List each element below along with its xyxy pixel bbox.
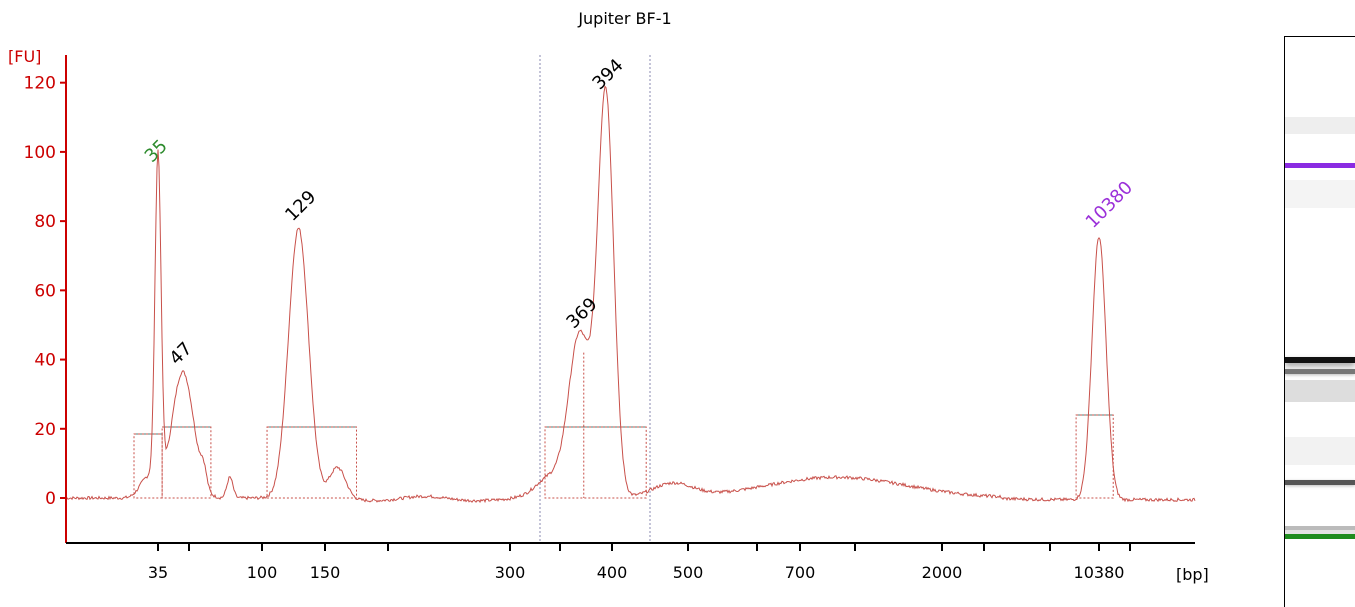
x-axis-label: [bp]: [1176, 565, 1209, 584]
peak-region-box: [161, 426, 212, 499]
peak-47-band: [1285, 526, 1355, 531]
region-lines: [539, 55, 651, 543]
chart-title: Jupiter BF-1: [577, 9, 671, 28]
y-axis-label: [FU]: [8, 47, 41, 66]
gel-lane: [1284, 36, 1355, 607]
signal-trace: [65, 85, 1196, 504]
peak-labels: 35 47 129 369 394 10380: [141, 55, 1137, 369]
peak-label-394: 394: [588, 55, 627, 94]
peak-label-129: 129: [281, 186, 320, 225]
gel-background-shade: [1285, 436, 1355, 466]
y-tick-label: 100: [24, 143, 56, 163]
peak-394-band: [1285, 356, 1355, 363]
y-tick-label: 80: [34, 212, 56, 232]
axes: 0 20 40 60 80 100 120 35 100 150 300 400 500 700 2000 1…: [24, 55, 1195, 582]
gel-background-shade: [1285, 179, 1355, 209]
peak-label-47: 47: [165, 338, 196, 369]
x-tick-label: 100: [247, 563, 278, 582]
peak-region-box: [266, 426, 358, 499]
peak-369-band: [1285, 368, 1355, 374]
x-tick-label: 150: [310, 563, 341, 582]
gel-background-shade: [1285, 116, 1355, 135]
x-tick-label: 400: [597, 563, 628, 582]
gel-background-shade: [1285, 528, 1355, 540]
y-tick-label: 40: [34, 351, 56, 371]
y-tick-label: 0: [45, 489, 56, 509]
peak-label-35: 35: [141, 136, 172, 167]
x-tick-label: 300: [495, 563, 526, 582]
y-tick-label: 120: [24, 74, 56, 94]
peak-129-band: [1285, 479, 1355, 485]
peak-label-10380: 10380: [1082, 177, 1137, 232]
x-tick-label: 10380: [1074, 563, 1125, 582]
peak-regions: [133, 352, 1114, 499]
peak-label-369: 369: [562, 294, 601, 333]
x-tick-label: 700: [785, 563, 816, 582]
gel-background-shade: [1285, 379, 1355, 403]
y-tick-label: 20: [34, 420, 56, 440]
lower-marker-band: [1285, 534, 1355, 540]
peak-region-box: [544, 426, 647, 499]
x-tick-label: 35: [148, 563, 168, 582]
upper-marker-band: [1285, 162, 1355, 168]
x-tick-label: 500: [673, 563, 704, 582]
y-tick-label: 60: [34, 281, 56, 301]
electropherogram-chart: Jupiter BF-1 [FU] [bp] 0 20 40 60 80 100 120 35…: [8, 9, 1209, 584]
x-tick-label: 2000: [922, 563, 963, 582]
